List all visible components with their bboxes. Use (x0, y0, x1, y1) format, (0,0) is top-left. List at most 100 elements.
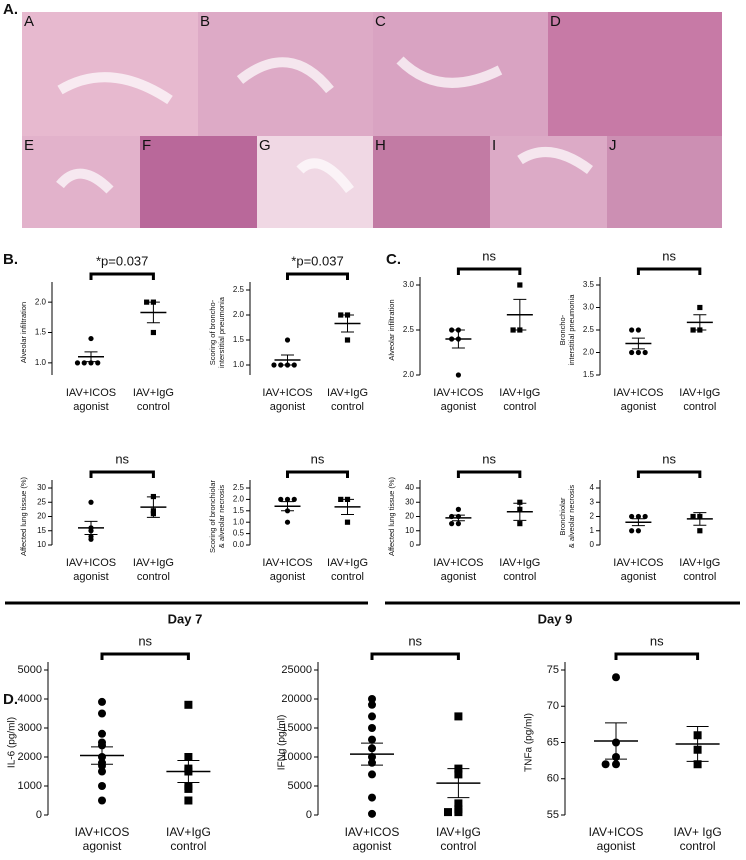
data-point (338, 496, 344, 502)
data-point (368, 712, 376, 721)
category-label: IAV+ICOS (589, 825, 644, 839)
data-point (278, 362, 284, 368)
data-point (184, 700, 193, 709)
y-tick-label: 1.5 (583, 370, 595, 379)
data-point (697, 528, 703, 534)
data-point (455, 372, 461, 378)
y-tick-label: 2 (590, 512, 595, 521)
data-point (517, 521, 523, 527)
error-bar (146, 301, 160, 324)
data-point (278, 496, 284, 502)
data-point (629, 513, 635, 520)
y-tick-label: 30 (405, 497, 414, 506)
data-point (642, 349, 648, 356)
data-point (368, 700, 376, 709)
category-label: agonist (621, 571, 656, 583)
error-bar (686, 726, 709, 762)
y-tick-label: 0.0 (233, 540, 245, 549)
y-tick-label: 3.5 (583, 280, 595, 289)
data-point (284, 496, 291, 502)
y-axis-label: Alveolar infiltration (387, 299, 396, 360)
category-label: IAV+IgG (327, 557, 368, 569)
y-axis-label: Alveolar infiltration (19, 302, 28, 363)
y-tick-label: 3000 (18, 722, 42, 734)
histology-images (22, 12, 722, 228)
data-point (88, 536, 94, 542)
y-tick-label: 2.5 (233, 285, 245, 294)
y-tick-label: 1.5 (233, 335, 245, 344)
y-tick-label: 20000 (281, 693, 312, 705)
category-label: IAV+ICOS (613, 557, 663, 569)
category-label: IAV+IgG (679, 387, 720, 399)
y-tick-label: 20 (37, 512, 46, 521)
y-axis-label: interstitial pneumonia (567, 294, 576, 366)
category-label: IAV+ICOS (262, 557, 312, 569)
y-axis-label: & alveolar necrosis (217, 485, 226, 549)
category-label: control (683, 571, 716, 583)
y-axis-label: Broncho- (558, 314, 567, 345)
day-label: Day 7 (168, 611, 203, 626)
category-label: control (137, 401, 170, 413)
y-axis-label: interstitial pneumonia (217, 296, 226, 368)
data-point (98, 796, 106, 805)
data-point (291, 496, 297, 502)
category-label: agonist (353, 839, 392, 853)
error-bar (84, 351, 98, 363)
data-point (81, 360, 87, 366)
dot-plot: 0 1000 2000 3000 4000 5000 IL-6 (pg/ml) IAV+ICO… (7, 633, 211, 853)
error-bar (177, 759, 200, 784)
data-point (368, 724, 376, 732)
dot-plot: 2.0 2.5 3.0 Alveolar infiltration IAV+ICOS ag… (387, 248, 540, 412)
image-label: E (24, 137, 34, 154)
y-tick-label: 1.5 (233, 506, 245, 515)
y-tick-label: 3.0 (583, 303, 595, 312)
y-tick-label: 10 (405, 526, 414, 535)
y-tick-label: 1 (590, 526, 595, 535)
image-label: C (375, 13, 386, 30)
data-point (98, 741, 106, 750)
dot-plot: 0.0 0.5 1.0 1.5 2.0 2.5 Scoring of bronchiolar… (208, 451, 368, 582)
y-tick-label: 1.0 (233, 360, 245, 369)
data-point (454, 712, 463, 721)
significance-bracket (370, 652, 460, 660)
y-tick-label: 0.5 (233, 529, 245, 538)
data-point (629, 349, 635, 356)
category-label: agonist (441, 401, 476, 413)
data-point (98, 709, 106, 718)
error-bar (91, 746, 113, 765)
significance-bracket (636, 470, 702, 478)
y-tick-label: 70 (547, 700, 559, 712)
error-bar (451, 329, 465, 349)
data-point (629, 528, 635, 534)
significance-label: *p=0.037 (291, 253, 343, 268)
error-bar (146, 496, 160, 518)
category-label: agonist (73, 571, 108, 583)
y-tick-label: 3 (590, 497, 595, 506)
category-label: IAV+IgG (327, 387, 368, 399)
data-point (368, 695, 376, 703)
significance-bracket (614, 652, 700, 660)
y-tick-label: 0 (410, 540, 415, 549)
y-tick-label: 2.0 (35, 297, 47, 306)
panel-label: D. (3, 691, 18, 708)
category-label: agonist (621, 401, 656, 413)
data-point (455, 521, 461, 527)
histology-image (198, 12, 373, 136)
data-point (344, 337, 351, 343)
y-tick-label: 1.0 (233, 517, 245, 526)
data-point (98, 697, 106, 706)
data-point (368, 809, 376, 818)
data-point (693, 760, 702, 769)
significance-label: ns (408, 633, 422, 648)
panel-label: C. (386, 251, 401, 268)
category-label: agonist (270, 401, 305, 413)
category-label: agonist (597, 839, 636, 853)
y-tick-label: 75 (547, 664, 559, 676)
dot-plot: 1.0 1.5 2.0 Alveolar infiltration IAV+ICOS ag… (19, 253, 174, 412)
y-tick-label: 4 (590, 483, 595, 492)
data-point (368, 793, 376, 802)
data-point (98, 782, 106, 790)
y-tick-label: 1.5 (35, 328, 47, 337)
significance-bracket (456, 267, 522, 275)
